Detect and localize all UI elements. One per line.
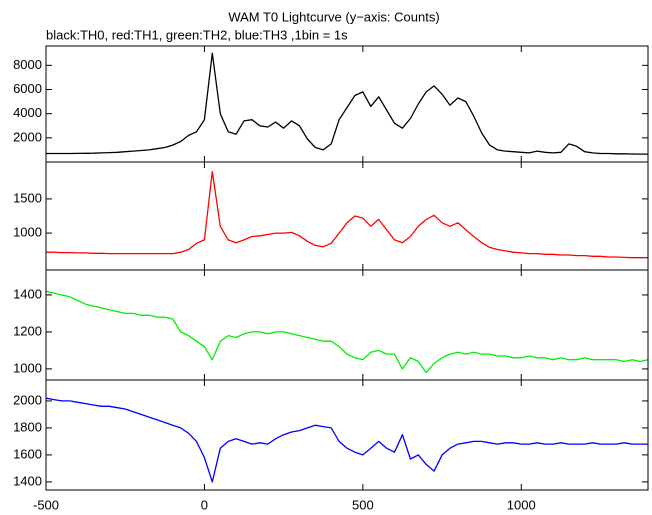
panel-frame [45, 269, 649, 381]
y-tick-label: 8000 [13, 57, 42, 72]
y-tick-label: 1400 [13, 286, 42, 301]
panel-frame [45, 379, 649, 491]
x-tick-label: 0 [201, 497, 208, 512]
panel-frame [45, 45, 649, 163]
x-tick-label: 1000 [507, 497, 536, 512]
series-line [45, 290, 649, 374]
series-line [46, 170, 648, 259]
x-tick-label: 500 [352, 497, 374, 512]
y-tick-label: 6000 [13, 81, 42, 96]
y-tick-label: 2000 [13, 129, 42, 144]
chart-title: WAM T0 Lightcurve (y−axis: Counts) [228, 9, 439, 24]
series-line [46, 52, 648, 155]
y-tick-label: 1000 [13, 360, 42, 375]
y-tick-label: 1200 [13, 323, 42, 338]
y-tick-label: 1400 [13, 473, 42, 488]
x-tick-label: -500 [33, 497, 59, 512]
y-tick-label: 1800 [13, 419, 42, 434]
series-line [45, 397, 648, 483]
y-tick-label: 4000 [13, 105, 42, 120]
y-tick-label: 1500 [13, 190, 42, 205]
chart-subtitle: black:TH0, red:TH1, green:TH2, blue:TH3 … [46, 27, 348, 42]
y-tick-label: 1600 [13, 446, 42, 461]
y-tick-label: 1000 [13, 225, 42, 240]
y-tick-label: 2000 [13, 392, 42, 407]
